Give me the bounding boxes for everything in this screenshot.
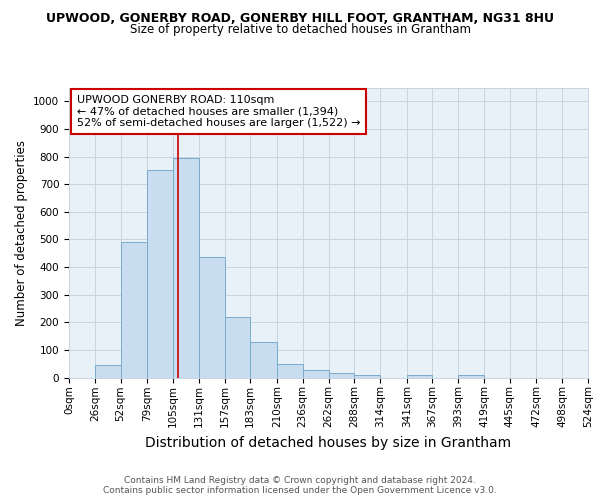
Bar	[329, 374, 354, 378]
Bar	[250, 342, 277, 378]
Bar	[224, 316, 250, 378]
Bar	[173, 158, 199, 378]
Bar	[121, 242, 147, 378]
Bar	[277, 364, 303, 378]
Y-axis label: Number of detached properties: Number of detached properties	[14, 140, 28, 326]
Text: UPWOOD, GONERBY ROAD, GONERBY HILL FOOT, GRANTHAM, NG31 8HU: UPWOOD, GONERBY ROAD, GONERBY HILL FOOT,…	[46, 12, 554, 26]
Bar	[147, 170, 173, 378]
Bar	[95, 365, 121, 378]
Bar	[199, 258, 224, 378]
Text: UPWOOD GONERBY ROAD: 110sqm
← 47% of detached houses are smaller (1,394)
52% of : UPWOOD GONERBY ROAD: 110sqm ← 47% of det…	[77, 95, 360, 128]
Text: Contains HM Land Registry data © Crown copyright and database right 2024.
Contai: Contains HM Land Registry data © Crown c…	[103, 476, 497, 495]
Bar	[458, 376, 484, 378]
Text: Size of property relative to detached houses in Grantham: Size of property relative to detached ho…	[130, 22, 470, 36]
Bar	[407, 376, 433, 378]
X-axis label: Distribution of detached houses by size in Grantham: Distribution of detached houses by size …	[145, 436, 512, 450]
Bar	[354, 374, 380, 378]
Bar	[303, 370, 329, 378]
